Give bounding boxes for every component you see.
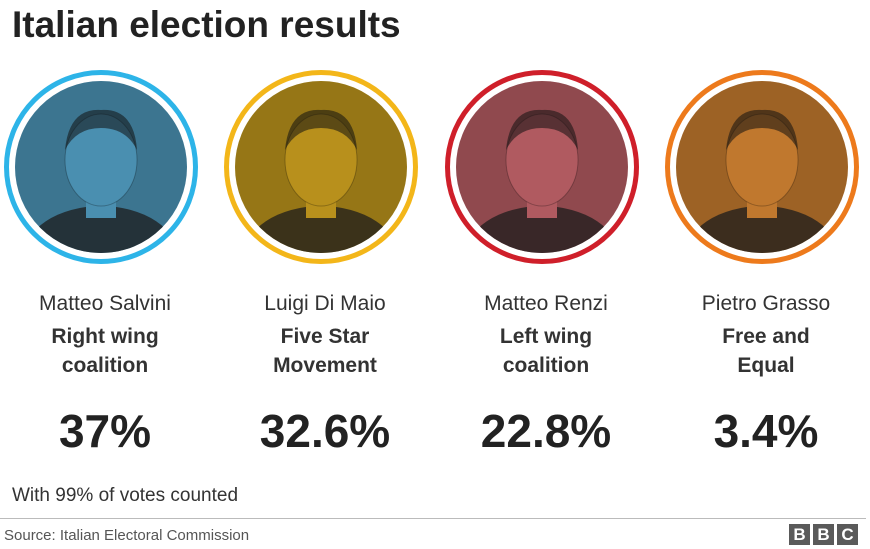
candidate-name: Matteo Renzi bbox=[484, 292, 608, 315]
party-name: Five Star Movement bbox=[220, 322, 430, 380]
portrait-image bbox=[456, 81, 628, 253]
portrait-shoulders bbox=[684, 206, 840, 253]
party-name-line2: coalition bbox=[61, 354, 149, 377]
party-name-line1: Free and bbox=[722, 325, 810, 348]
candidate-name: Pietro Grasso bbox=[701, 292, 831, 315]
party-name: Left wing coalition bbox=[441, 322, 651, 380]
portrait-image bbox=[676, 81, 848, 253]
party-name-line1: Right wing bbox=[51, 325, 159, 348]
portrait-image bbox=[235, 81, 407, 253]
source-text: Source: Italian Electoral Commission bbox=[4, 527, 250, 544]
footer-divider bbox=[0, 518, 866, 519]
portrait-di-maio bbox=[224, 70, 418, 264]
candidate-name: Matteo Salvini bbox=[39, 292, 171, 315]
portrait-shoulders bbox=[23, 206, 179, 253]
portrait-image bbox=[15, 81, 187, 253]
portrait-salvini bbox=[4, 70, 198, 264]
party-name-line2: Equal bbox=[737, 354, 795, 377]
party-name: Right wing coalition bbox=[0, 322, 210, 380]
party-name-line1: Left wing bbox=[499, 325, 593, 348]
vote-share-label: 32.6% bbox=[259, 405, 391, 457]
party-name-line2: Movement bbox=[273, 354, 377, 377]
bbc-logo-letter: B bbox=[813, 524, 834, 545]
portrait-shoulders bbox=[464, 206, 620, 253]
vote-share-label: 22.8% bbox=[480, 405, 612, 457]
bbc-logo-letter: B bbox=[789, 524, 810, 545]
portrait-shoulders bbox=[243, 206, 399, 253]
party-name-line1: Five Star bbox=[280, 325, 370, 348]
vote-share-label: 37% bbox=[58, 405, 152, 457]
bbc-logo-letter: C bbox=[837, 524, 858, 545]
candidate-name: Luigi Di Maio bbox=[264, 292, 386, 315]
portrait-grasso bbox=[665, 70, 859, 264]
vote-share-label: 3.4% bbox=[713, 405, 819, 457]
page-title: Italian election results bbox=[12, 4, 401, 45]
bbc-logo: B B C bbox=[789, 524, 858, 545]
counting-note: With 99% of votes counted bbox=[12, 485, 239, 506]
party-name: Free and Equal bbox=[661, 322, 870, 380]
party-name-line2: coalition bbox=[502, 354, 590, 377]
portrait-renzi bbox=[445, 70, 639, 264]
